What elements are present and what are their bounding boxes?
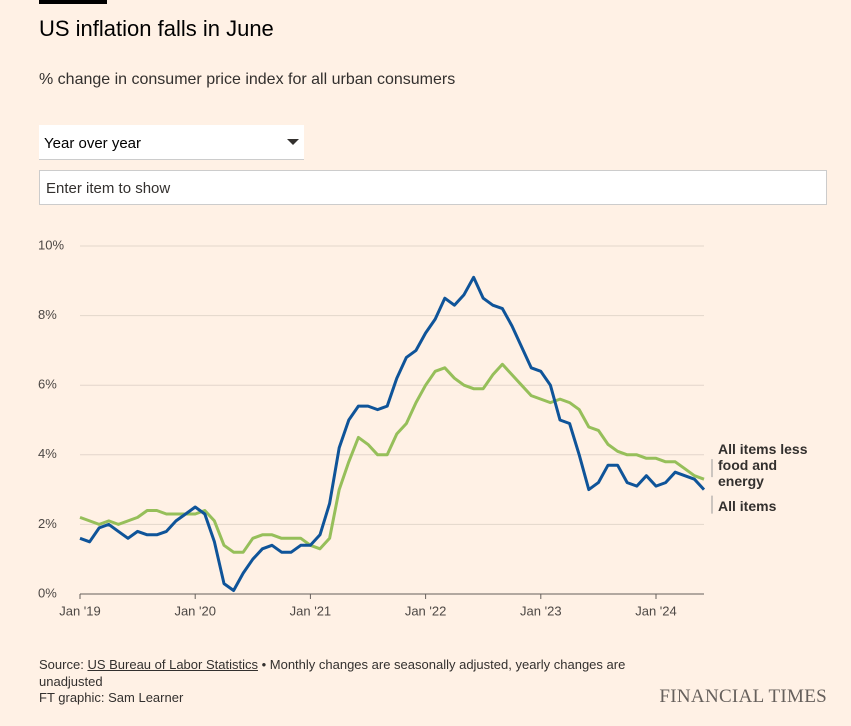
legend-label: All items less food and energy [718,441,808,489]
source-link[interactable]: US Bureau of Labor Statistics [87,657,258,672]
brand: FINANCIAL TIMES [659,686,827,707]
dropdown-arrow [287,139,299,145]
x-tick-label: Jan '19 [59,603,101,618]
y-tick-label: 10% [38,237,64,252]
source: Source: US Bureau of Labor Statistics • … [39,656,659,690]
y-tick-label: 8% [38,307,57,322]
dropdown[interactable]: Year over year [39,125,304,160]
search-placeholder: Enter item to show [46,180,171,197]
y-tick-label: 6% [38,377,57,392]
y-tick-label: 2% [38,516,57,531]
legend-label: All items [718,498,777,514]
chart-subtitle: % change in consumer price index for all… [39,71,456,88]
x-tick-label: Jan '21 [290,603,332,618]
source-note: • Monthly changes are seasonally adjuste… [39,657,626,689]
x-tick-label: Jan '24 [635,603,677,618]
y-tick-label: 0% [38,585,57,600]
y-tick-label: 4% [38,446,57,461]
x-tick-label: Jan '20 [174,603,216,618]
top-bar [39,0,107,4]
chart-title: US inflation falls in June [39,16,274,41]
x-tick-label: Jan '22 [405,603,447,618]
series-line [79,275,706,592]
chart: 0% 2% 4% 6% 8% 10% Jan '19 Jan '20 Jan '21 Jan '2… [38,237,713,618]
search-input[interactable]: Enter item to show [39,170,827,205]
credit: FT graphic: Sam Learner [39,690,184,705]
x-tick-label: Jan '23 [520,603,562,618]
dropdown-label: Year over year [44,135,142,152]
source-prefix: Source: [39,657,84,672]
